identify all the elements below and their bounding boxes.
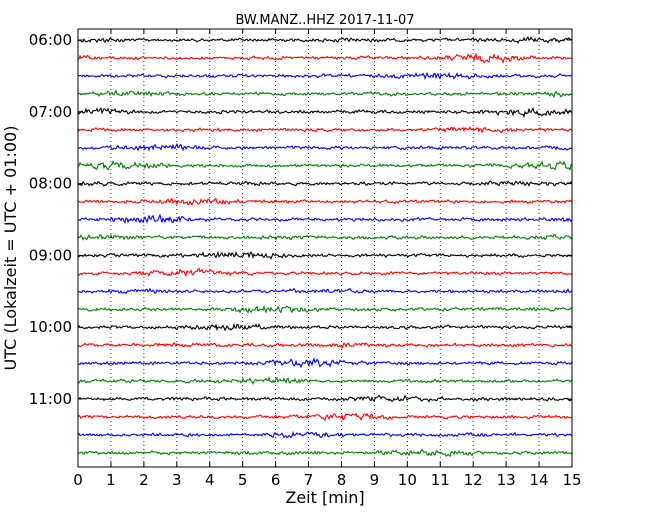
trace-0900 <box>77 250 573 260</box>
trace-1100 <box>77 394 573 403</box>
chart-title: BW.MANZ..HHZ 2017-11-07 <box>235 13 414 28</box>
y-tick-label: 11:00 <box>29 390 72 408</box>
x-tick-label: 10 <box>398 471 417 489</box>
y-tick-label: 08:00 <box>29 175 72 193</box>
trace-0830 <box>77 213 573 224</box>
trace-0630 <box>77 71 573 81</box>
trace-0600 <box>77 36 573 45</box>
x-tick-label: 14 <box>530 471 549 489</box>
trace-0945 <box>77 304 573 314</box>
y-axis-label: UTC (Lokalzeit = UTC + 01:00) <box>1 126 20 371</box>
y-tick-label: 09:00 <box>29 246 72 264</box>
trace-0615 <box>77 52 573 64</box>
x-tick-label: 8 <box>337 471 347 489</box>
trace-0930 <box>77 287 573 295</box>
plot-frame <box>77 28 573 468</box>
x-tick-label: 3 <box>172 471 182 489</box>
trace-1030 <box>77 357 573 369</box>
x-tick-label: 12 <box>464 471 483 489</box>
x-tick-label: 1 <box>106 471 116 489</box>
y-axis-ticks: 06:00 07:00 08:00 09:00 10:00 11:00 <box>29 31 572 408</box>
trace-0715 <box>77 125 573 134</box>
seismic-traces <box>77 36 573 457</box>
trace-1145 <box>77 448 573 457</box>
x-axis-ticks: 0 1 2 3 4 5 6 7 8 9 10 11 12 13 14 15 <box>73 29 582 489</box>
x-tick-label: 7 <box>304 471 314 489</box>
trace-1115 <box>77 412 573 422</box>
x-tick-label: 15 <box>562 471 581 489</box>
trace-1045 <box>77 375 573 385</box>
y-tick-label: 10:00 <box>29 318 72 336</box>
y-tick-label: 06:00 <box>29 31 72 49</box>
trace-0700 <box>77 106 573 118</box>
x-tick-label: 0 <box>73 471 83 489</box>
x-tick-label: 9 <box>370 471 380 489</box>
x-tick-label: 11 <box>431 471 450 489</box>
trace-1015 <box>77 341 573 349</box>
x-tick-label: 4 <box>205 471 215 489</box>
x-axis-label: Zeit [min] <box>285 488 364 507</box>
x-tick-label: 2 <box>139 471 149 489</box>
trace-1000 <box>77 322 573 332</box>
trace-0730 <box>77 142 573 152</box>
trace-0845 <box>77 233 573 241</box>
trace-0745 <box>77 159 573 171</box>
y-tick-label: 07:00 <box>29 103 72 121</box>
trace-1130 <box>77 430 573 439</box>
x-tick-label: 6 <box>271 471 281 489</box>
trace-0815 <box>77 197 573 206</box>
x-tick-label: 13 <box>497 471 516 489</box>
trace-0915 <box>77 267 573 277</box>
trace-0645 <box>77 89 573 99</box>
trace-0800 <box>77 180 573 187</box>
x-tick-label: 5 <box>238 471 248 489</box>
